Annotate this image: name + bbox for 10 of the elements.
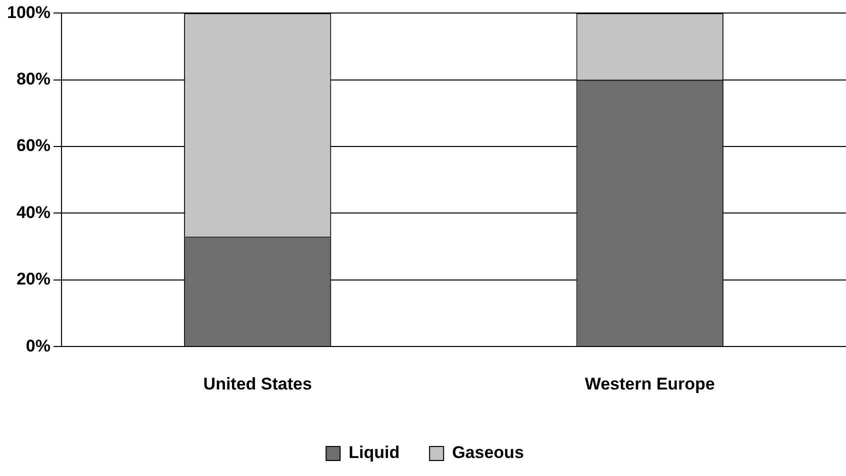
y-tick-label: 60% (16, 136, 50, 156)
x-tick-label: Western Europe (584, 374, 715, 394)
x-tick-label: United States (203, 374, 312, 394)
legend-label: Gaseous (452, 443, 524, 462)
y-tick-label: 20% (16, 270, 50, 289)
y-tick-label: 100% (6, 2, 50, 22)
y-tick-label: 40% (16, 202, 50, 222)
y-tick-label: 80% (16, 70, 50, 89)
legend-label: Liquid (348, 443, 400, 462)
y-tick-label: 0% (26, 336, 50, 356)
